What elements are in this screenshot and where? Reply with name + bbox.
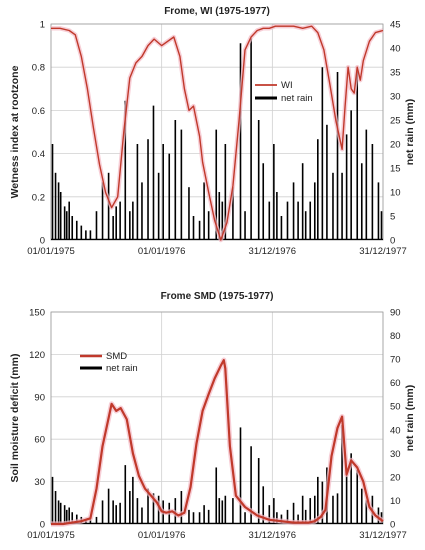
y2-tick-label: 15	[390, 164, 401, 175]
smd-chart: Frome SMD (1975-1977) 0 30 60 90 120 150 0 10 20 3…	[9, 291, 416, 541]
x-tick-label: 01/01/1975	[27, 246, 75, 257]
y2-tick-label: 10	[390, 496, 401, 507]
y-tick-label: 0.4	[32, 149, 45, 160]
y2-tick-label: 30	[390, 92, 401, 103]
wi-chart-panel: Frome, WI (1975-1977) 0 0.2 0.4 0.6 0.8 1 0 5 10 1…	[0, 0, 425, 266]
y2-tick-label: 70	[390, 355, 401, 366]
x-tick-label: 31/12/1977	[359, 530, 407, 541]
x-tick-label: 01/01/1976	[138, 530, 186, 541]
x-tick-label: 31/12/1976	[249, 246, 297, 257]
x-tick-label: 01/01/1976	[138, 246, 186, 257]
chart-title: Frome SMD (1975-1977)	[161, 291, 274, 302]
y2-tick-label: 80	[390, 331, 401, 342]
legend-label: net rain	[281, 93, 313, 104]
y-tick-label: 0.8	[32, 63, 45, 74]
y2-tick-label: 50	[390, 402, 401, 413]
y2-axis-label: net rain (mm)	[404, 99, 416, 166]
wi-chart: Frome, WI (1975-1977)00.20.40.60.8105101…	[9, 6, 416, 257]
y2-tick-label: 90	[390, 308, 401, 319]
legend-label: net rain	[106, 363, 138, 374]
y-tick-label: 0	[40, 236, 45, 247]
y-tick-label: 30	[34, 477, 45, 488]
y2-tick-label: 35	[390, 68, 401, 79]
y2-tick-label: 0	[390, 520, 395, 531]
series-line	[51, 358, 384, 526]
chart-title: Frome, WI (1975-1977)	[164, 6, 270, 17]
y-tick-label: 60	[34, 435, 45, 446]
y-tick-label: 0.2	[32, 192, 45, 203]
series-line	[51, 25, 384, 241]
y2-tick-label: 25	[390, 116, 401, 127]
y-tick-label: 1	[40, 20, 45, 31]
y2-tick-label: 20	[390, 472, 401, 483]
y2-tick-label: 40	[390, 425, 401, 436]
y2-tick-label: 20	[390, 140, 401, 151]
x-tick-label: 31/12/1977	[359, 246, 407, 257]
legend-label: WI	[281, 80, 293, 91]
y2-tick-label: 60	[390, 378, 401, 389]
y-tick-label: 0	[40, 520, 45, 531]
y2-tick-label: 30	[390, 449, 401, 460]
y-tick-label: 120	[29, 350, 45, 361]
x-tick-label: 01/01/1975	[27, 530, 75, 541]
y2-tick-label: 10	[390, 188, 401, 199]
smd-chart-panel: Frome SMD (1975-1977) 0 30 60 90 120 150 0 10 20 3…	[0, 283, 425, 550]
y-tick-label: 150	[29, 308, 45, 319]
y2-axis-label: net rain (mm)	[404, 385, 416, 452]
y-axis-label: Soil moisture deficit (mm)	[9, 354, 21, 483]
legend-label: SMD	[106, 351, 127, 362]
y2-tick-label: 5	[390, 212, 395, 223]
y2-tick-label: 45	[390, 20, 401, 31]
y-tick-label: 0.6	[32, 106, 45, 117]
y-tick-label: 90	[34, 392, 45, 403]
y2-tick-label: 0	[390, 236, 395, 247]
y-axis-label: Wetness index at rootzone	[9, 65, 21, 198]
x-tick-label: 31/12/1976	[249, 530, 297, 541]
y2-tick-label: 40	[390, 44, 401, 55]
